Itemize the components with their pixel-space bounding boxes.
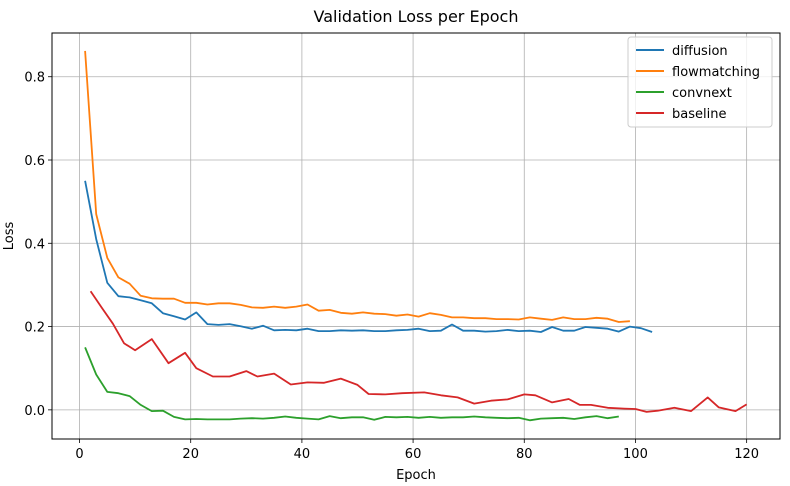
- x-tick-label: 20: [182, 447, 199, 462]
- x-axis-label: Epoch: [396, 468, 436, 483]
- legend-label-baseline: baseline: [672, 107, 726, 122]
- x-tick-label: 100: [623, 447, 648, 462]
- x-tick-label: 0: [75, 447, 83, 462]
- x-tick-label: 60: [405, 447, 422, 462]
- plot-frame: [51, 32, 781, 440]
- legend-label-convnext: convnext: [672, 86, 732, 101]
- x-tick-label: 80: [516, 447, 533, 462]
- y-tick-label: 0.8: [24, 71, 45, 86]
- y-tick-label: 0.2: [24, 321, 45, 336]
- legend: diffusion flowmatching convnext baseline: [627, 36, 773, 128]
- series-line-diffusion: [84, 180, 653, 333]
- series-line-baseline: [89, 290, 748, 413]
- y-tick-label: 0.6: [24, 154, 45, 169]
- x-tick-label: 120: [734, 447, 759, 462]
- y-axis-ticks: 0.0 0.2 0.4 0.6 0.8: [24, 71, 52, 419]
- y-tick-label: 0.4: [24, 237, 45, 252]
- y-axis-label: Loss: [2, 222, 17, 251]
- legend-box: [627, 36, 773, 128]
- x-axis-ticks: 0 20 40 60 80 100 120: [75, 439, 759, 462]
- y-tick-label: 0.0: [24, 404, 45, 419]
- legend-label-diffusion: diffusion: [672, 44, 728, 59]
- legend-label-flowmatching: flowmatching: [672, 65, 760, 80]
- chart-title: Validation Loss per Epoch: [314, 7, 519, 26]
- x-tick-label: 40: [294, 447, 311, 462]
- series-line-flowmatching: [84, 50, 630, 323]
- series-layer: [84, 50, 748, 422]
- series-line-convnext: [84, 347, 619, 422]
